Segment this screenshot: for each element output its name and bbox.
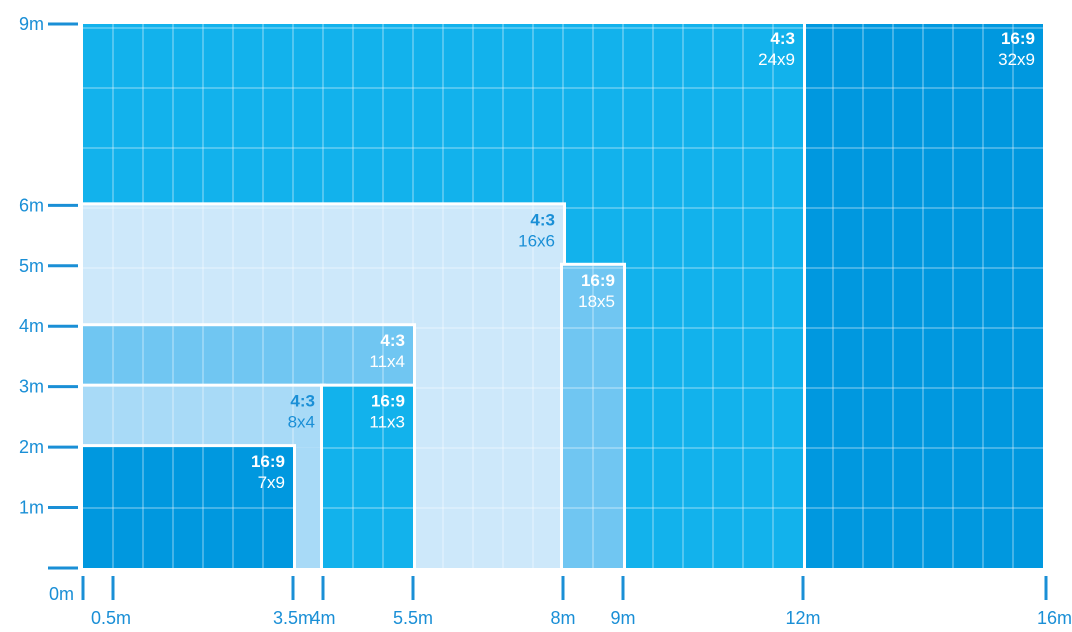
y-tick-label: 3m [19, 377, 44, 397]
y-tick-label: 9m [19, 14, 44, 34]
wall-11x3-ratio-label: 16:9 [371, 392, 405, 411]
wall-8x4-ratio-label: 4:3 [290, 392, 315, 411]
x-tick-label: 12m [785, 608, 820, 628]
wall-32x9-ratio-label: 16:9 [1001, 29, 1035, 48]
wall-16x6-size-label: 16x6 [518, 231, 555, 250]
y-tick-label: 4m [19, 316, 44, 336]
x-tick-label: 5.5m [393, 608, 433, 628]
x-tick-label: 16m [1037, 608, 1072, 628]
x-tick-label: 9m [610, 608, 635, 628]
wall-11x4-panel [83, 326, 413, 387]
y-tick-label: 5m [19, 256, 44, 276]
wall-8x4-extension [293, 447, 323, 568]
wall-16x6-ratio-label: 4:3 [530, 210, 555, 229]
x-tick-label: 8m [550, 608, 575, 628]
walls-layer: 16:932x94:324x94:316x616:918x54:311x44:3… [80, 21, 1046, 572]
wall-11x3: 16:9 11x3 [320, 383, 416, 571]
y-tick-label: 1m [19, 498, 44, 518]
x-tick-label: 3.5m [273, 608, 313, 628]
wall-11x3-size-label: 11x3 [369, 413, 405, 432]
wall-8x4-size-label: 8x4 [288, 413, 315, 432]
wall-7x9-ratio-label: 16:9 [251, 452, 285, 471]
y-tick-label: 6m [19, 195, 44, 215]
wall-7x9-size-label: 7x9 [258, 473, 285, 492]
wall-11x3-panel [323, 386, 413, 568]
wall-32x9: 16:9 32x9 [800, 21, 1046, 571]
wall-32x9-size-label: 32x9 [998, 50, 1035, 69]
x-tick-label: 4m [310, 608, 335, 628]
wall-11x4-size-label: 11x4 [369, 352, 405, 371]
wall-18x5-size-label: 18x5 [578, 292, 615, 311]
wall-24x9-ratio-label: 4:3 [770, 29, 795, 48]
origin-label: 0m [49, 584, 74, 604]
y-axis: 1m 2m 3m 4m 5m 6m 9m [19, 14, 78, 570]
wall-11x4: 4:3 11x4 [80, 323, 416, 390]
x-tick-label: 0.5m [91, 608, 131, 628]
y-tick-label: 2m [19, 437, 44, 457]
wall-7x9: 16:9 7x9 [80, 444, 296, 571]
wall-11x4-ratio-label: 4:3 [380, 331, 405, 350]
wall-18x5: 16:9 18x5 [560, 262, 626, 571]
wall-24x9-size-label: 24x9 [758, 50, 795, 69]
wall-18x5-ratio-label: 16:9 [581, 271, 615, 290]
